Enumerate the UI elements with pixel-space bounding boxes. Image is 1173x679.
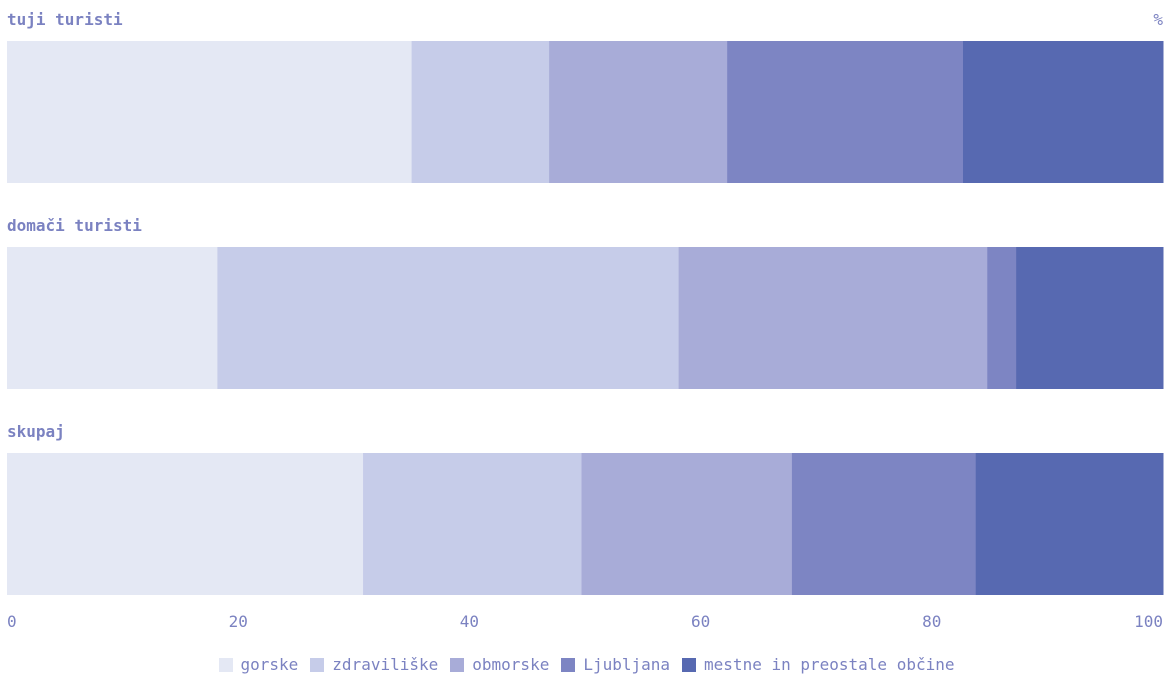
bar-segment-3 xyxy=(727,41,964,183)
category-label: tuji turisti xyxy=(7,10,123,29)
category-label: skupaj xyxy=(7,422,65,441)
legend-swatch xyxy=(310,657,325,672)
stacked-bar-chart: % tuji turisti domači turisti skupaj 0 20 40 60… xyxy=(7,10,1164,631)
bar-segment-0 xyxy=(7,247,218,389)
x-tick-label: 100 xyxy=(1134,612,1163,631)
legend-item: gorske xyxy=(218,655,299,674)
bar-segment-0 xyxy=(7,453,364,595)
legend-swatch xyxy=(682,657,697,672)
x-tick-label: 60 xyxy=(691,612,710,631)
bar-segment-4 xyxy=(963,41,1164,183)
bar-segment-2 xyxy=(678,247,988,389)
bar-segment-4 xyxy=(975,453,1164,595)
legend-swatch xyxy=(561,657,576,672)
bar-segment-2 xyxy=(549,41,728,183)
x-tick-label: 0 xyxy=(7,612,17,631)
bar-segment-0 xyxy=(7,41,413,183)
legend: gorske zdraviliške obmorske Ljubljana mestne… xyxy=(0,655,1173,674)
legend-swatch xyxy=(218,657,233,672)
x-tick-label: 80 xyxy=(922,612,941,631)
legend-label: mestne in preostale občine xyxy=(704,655,955,674)
category-label: domači turisti xyxy=(7,216,142,235)
legend-label: zdraviliške xyxy=(332,655,439,674)
legend-swatch xyxy=(450,657,465,672)
x-tick-label: 40 xyxy=(460,612,479,631)
legend-label: obmorske xyxy=(472,655,550,674)
bar-segment-1 xyxy=(217,247,680,389)
legend-label: gorske xyxy=(240,655,299,674)
legend-item: obmorske xyxy=(450,655,549,674)
bar-segment-4 xyxy=(1016,247,1164,389)
legend-item: zdraviliške xyxy=(310,655,438,674)
legend-item: Ljubljana xyxy=(561,655,670,674)
unit-label: % xyxy=(1153,10,1163,29)
x-tick-label: 20 xyxy=(229,612,248,631)
legend-label: Ljubljana xyxy=(583,655,671,674)
bar-segment-1 xyxy=(411,41,550,183)
bar-segment-3 xyxy=(987,247,1017,389)
legend-item: mestne in preostale občine xyxy=(682,655,954,674)
bar-segment-2 xyxy=(581,453,793,595)
bar-segment-3 xyxy=(791,453,977,595)
bar-segment-1 xyxy=(363,453,583,595)
